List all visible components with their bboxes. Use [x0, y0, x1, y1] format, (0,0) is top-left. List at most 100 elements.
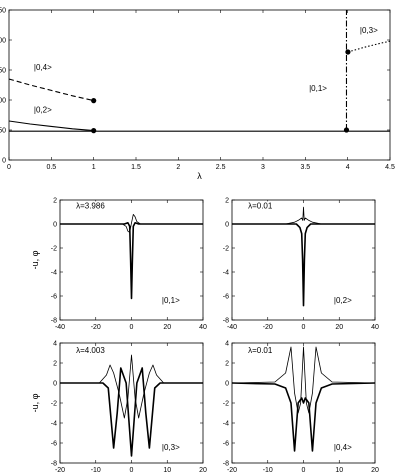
annotation-label: |0,1> — [309, 84, 327, 93]
chart-panel-2: -40 -20 0 20 40-8-6-4-202-u, φλ=3.986|0,1> — [30, 198, 207, 332]
x-tick-label: 2.5 — [216, 164, 226, 171]
x-tick-label: 3.5 — [300, 164, 310, 171]
y-tick-label: 0 — [225, 381, 229, 388]
y-tick-label: 2 — [225, 198, 229, 205]
series-line-0-2 — [9, 120, 94, 132]
series-line-thick — [60, 222, 203, 300]
x-tick-label: 20 — [163, 324, 171, 331]
annotation-label: |0,4> — [334, 443, 352, 452]
y-tick-label: 0 — [53, 381, 57, 388]
x-tick-label: 2 — [176, 164, 180, 171]
series-line-thin — [60, 354, 203, 419]
x-tick-label: -10 — [91, 467, 101, 474]
annotation-label: λ=0.01 — [248, 346, 273, 355]
annotation-label: |0,1> — [162, 296, 180, 305]
data-point-marker — [91, 128, 97, 134]
y-tick-label: 0 — [53, 222, 57, 229]
y-tick-label: 50 — [0, 128, 6, 135]
x-tick-label: 0.5 — [46, 164, 56, 171]
y-tick-label: -6 — [51, 441, 57, 448]
y-tick-label: 150 — [0, 68, 6, 75]
series-line-0-4 — [9, 78, 94, 102]
x-tick-label: 0 — [302, 467, 306, 474]
annotation-background — [246, 346, 278, 355]
axes-frame — [59, 199, 204, 321]
annotation-label: λ=0.01 — [248, 201, 273, 210]
y-tick-label: -2 — [51, 246, 57, 253]
y-tick-label: -2 — [223, 246, 229, 253]
annotation-label: |0,4> — [34, 63, 52, 72]
x-tick-label: 40 — [371, 324, 379, 331]
y-tick-label: -4 — [223, 421, 229, 428]
x-tick-label: 0 — [302, 324, 306, 331]
y-tick-label: -4 — [51, 270, 57, 277]
annotation-background — [246, 201, 278, 211]
x-tick-label: 40 — [199, 324, 207, 331]
data-point-marker — [343, 127, 350, 133]
x-tick-label: -20 — [263, 324, 273, 331]
y-tick-label: 100 — [0, 98, 6, 105]
series-line-thin — [232, 206, 375, 225]
y-tick-label: -6 — [223, 294, 229, 301]
annotation-background — [74, 346, 110, 355]
y-tick-label: -8 — [51, 461, 57, 468]
x-tick-label: -20 — [55, 467, 65, 474]
x-tick-label: 20 — [371, 467, 379, 474]
x-tick-label: -40 — [55, 324, 65, 331]
x-tick-label: -40 — [227, 324, 237, 331]
y-tick-label: 4 — [53, 341, 57, 348]
y-tick-label: -8 — [223, 461, 229, 468]
x-tick-label: 1 — [92, 164, 96, 171]
annotation-background — [74, 201, 110, 211]
y-tick-label: -2 — [223, 401, 229, 408]
series-line-thick — [60, 367, 203, 457]
data-point-marker — [345, 49, 351, 55]
y-tick-label: 4 — [225, 341, 229, 348]
x-axis-label: λ — [197, 171, 202, 181]
annotation-label: |0,2> — [334, 296, 352, 305]
y-tick-label: 0 — [225, 222, 229, 229]
series-line-0-3 — [347, 40, 390, 53]
y-tick-label: -6 — [223, 441, 229, 448]
x-tick-label: 0 — [130, 467, 134, 474]
series-line-thin — [60, 213, 203, 233]
annotation-label: λ=3.986 — [76, 201, 105, 210]
y-axis-label: -u, φ — [30, 393, 40, 412]
x-tick-label: 10 — [163, 467, 171, 474]
x-tick-label: 0 — [130, 324, 134, 331]
y-tick-label: 250 — [0, 8, 6, 15]
y-tick-label: -8 — [51, 318, 57, 325]
annotation-label: |0,3> — [360, 26, 378, 35]
x-tick-label: 20 — [199, 467, 207, 474]
x-tick-label: -20 — [227, 467, 237, 474]
x-tick-label: 10 — [335, 467, 343, 474]
y-axis-label: -u, φ — [30, 250, 40, 269]
series-line-thick — [232, 223, 375, 307]
annotation-label: |0,3> — [162, 443, 180, 452]
axes-frame — [8, 9, 391, 161]
y-tick-label: -4 — [223, 270, 229, 277]
y-tick-label: 2 — [225, 361, 229, 368]
x-tick-label: -10 — [263, 467, 273, 474]
y-tick-label: -2 — [51, 401, 57, 408]
series-line-thin — [232, 346, 375, 414]
x-tick-label: 4.5 — [385, 164, 395, 171]
x-tick-label: 0 — [7, 164, 11, 171]
data-point-marker — [91, 98, 97, 104]
y-tick-label: 200 — [0, 38, 6, 45]
axes-frame — [59, 342, 204, 464]
series-line-thick — [232, 382, 375, 452]
y-tick-label: -6 — [51, 294, 57, 301]
chart-panel-1: 00.511.522.533.544.5050100150200250λQ_u … — [0, 8, 395, 182]
x-tick-label: 4 — [346, 164, 350, 171]
y-tick-label: -4 — [51, 421, 57, 428]
annotation-label: λ=4.003 — [76, 346, 105, 355]
y-tick-label: 2 — [53, 198, 57, 205]
y-tick-label: 2 — [53, 361, 57, 368]
x-tick-label: 3 — [261, 164, 265, 171]
x-tick-label: 1.5 — [131, 164, 141, 171]
